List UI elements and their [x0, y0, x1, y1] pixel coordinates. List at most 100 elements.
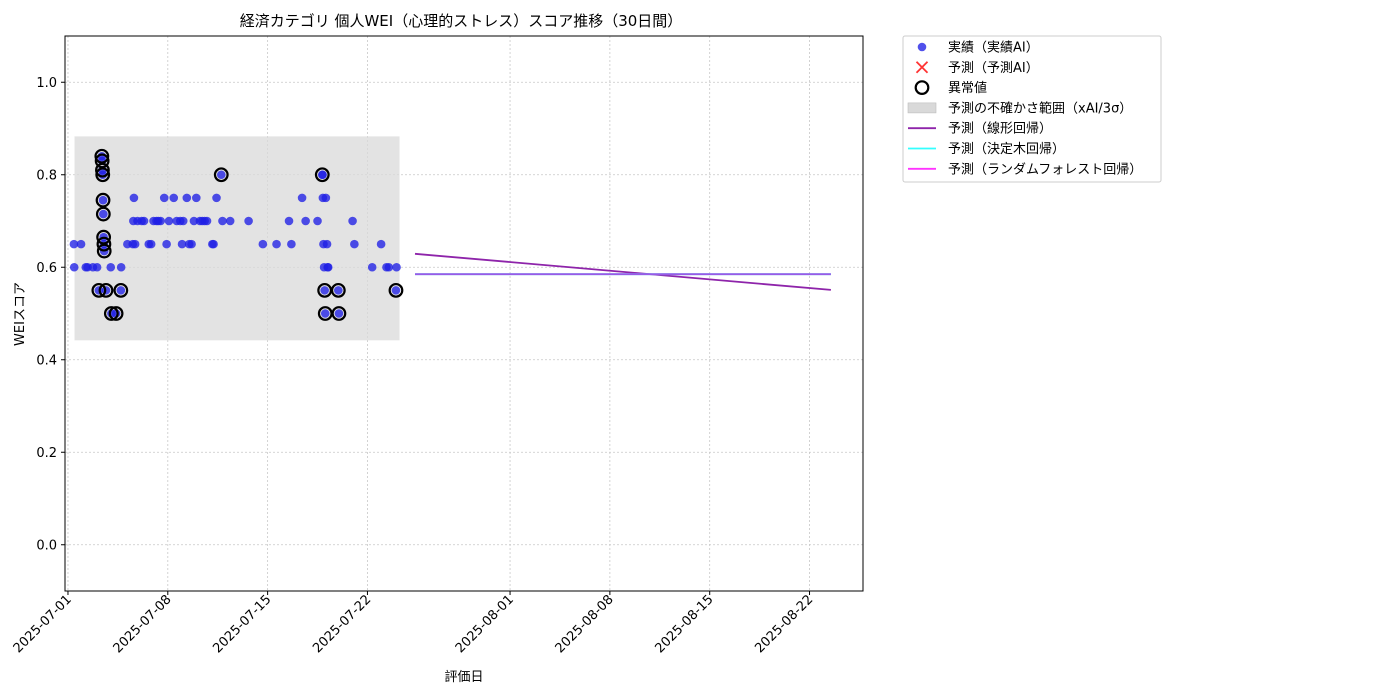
legend-label: 予測（予測AI） [948, 61, 1039, 76]
outlier-marker [330, 282, 346, 298]
actual-data-point [187, 239, 196, 249]
uncertainty-band [74, 136, 400, 341]
legend-actual-swatch [917, 42, 927, 52]
legend-outlier-swatch [914, 80, 930, 95]
legend-item-forest: 予測（ランダムフォレスト回帰） [908, 161, 1142, 177]
x-axis-label: 評価日 [444, 670, 483, 685]
actual-data-point [192, 193, 201, 203]
actual-points-layer [69, 151, 401, 318]
outlier-marker [113, 282, 129, 298]
actual-data-point [272, 239, 281, 249]
actual-data-point [322, 239, 332, 249]
actual-data-point [162, 239, 171, 249]
y-axis-label: WEIスコア [13, 282, 28, 346]
actual-data-point [76, 239, 86, 249]
legend-item-outlier: 異常値 [914, 80, 987, 96]
outlier-marker [95, 167, 111, 183]
linear-regression-line [414, 252, 831, 291]
outlier-marker [95, 162, 110, 178]
outlier-marker [108, 306, 124, 321]
outlier-marker [96, 229, 112, 245]
outlier-marker [213, 167, 229, 183]
legend-item-predicted: 予測（予測AI） [915, 61, 1039, 76]
legend-item-actual: 実績（実績AI） [917, 40, 1039, 56]
legend-label: 予測の不確かさ範囲（xAI/3σ） [948, 100, 1132, 116]
legend-box [902, 35, 1162, 183]
outlier-marker [314, 167, 330, 183]
outlier-marker [103, 306, 119, 321]
actual-data-point [320, 309, 330, 318]
actual-data-point [258, 239, 268, 249]
actual-data-point [189, 216, 199, 226]
legend-band-swatch [907, 102, 937, 114]
actual-data-point [225, 216, 235, 226]
y-tick-label: 0.2 [36, 446, 57, 461]
actual-data-point [376, 239, 386, 249]
legend-item-band: 予測の不確かさ範囲（xAI/3σ） [907, 100, 1132, 116]
outlier-marker [94, 148, 110, 164]
actual-data-point [69, 262, 79, 272]
y-tick-label: 0.6 [36, 261, 57, 276]
legend-label: 予測（決定木回帰） [948, 141, 1065, 157]
x-tick-label: 2025-07-22 [310, 592, 374, 656]
actual-data-point [92, 262, 102, 272]
actual-data-point [334, 309, 344, 318]
legend-label: 実績（実績AI） [948, 40, 1039, 56]
outlier-markers-layer [91, 148, 404, 321]
legend-label: 異常値 [948, 80, 987, 96]
x-tick-label: 2025-08-15 [652, 592, 716, 656]
actual-data-point [182, 193, 192, 203]
actual-data-point [116, 262, 126, 272]
actual-data-point [139, 216, 149, 226]
y-tick-label: 1.0 [36, 76, 57, 91]
outlier-marker [98, 282, 114, 298]
actual-data-point [202, 216, 212, 226]
actual-data-point [99, 209, 108, 219]
actual-data-point [323, 262, 333, 272]
legend-label: 予測（ランダムフォレスト回帰） [948, 161, 1142, 177]
actual-data-point [320, 286, 329, 295]
actual-data-point [284, 216, 294, 226]
actual-data-point [178, 216, 188, 226]
actual-data-point [159, 193, 169, 203]
actual-data-point [116, 286, 126, 295]
actual-data-point [392, 262, 401, 272]
actual-data-point [130, 239, 140, 249]
legend-item-linear: 予測（線形回帰） [908, 121, 1052, 137]
outlier-marker [94, 153, 110, 169]
actual-data-point [348, 216, 357, 226]
actual-data-point [212, 193, 221, 203]
actual-data-point [129, 193, 139, 203]
actual-data-point [146, 239, 156, 249]
x-tick-label: 2025-07-01 [11, 592, 75, 656]
prediction-lines-layer [414, 252, 831, 291]
x-tick-label: 2025-08-08 [553, 592, 617, 656]
actual-data-point [156, 216, 165, 226]
uncertainty-band-layer [74, 136, 400, 341]
outlier-marker [96, 236, 112, 252]
outlier-marker [388, 282, 404, 298]
outlier-marker [91, 282, 107, 298]
outlier-marker [95, 192, 111, 208]
legend-item-tree: 予測（決定木回帰） [908, 141, 1065, 157]
actual-data-point [216, 170, 226, 180]
actual-data-point [169, 193, 179, 203]
legend-label: 予測（線形回帰） [948, 121, 1052, 137]
actual-data-point [321, 193, 331, 203]
x-tick-label: 2025-07-15 [210, 592, 274, 656]
actual-data-point [69, 239, 79, 249]
actual-data-point [287, 239, 296, 249]
plot-area-frame [64, 35, 864, 592]
actual-data-point [244, 216, 253, 226]
actual-data-point [177, 239, 187, 249]
actual-data-point [106, 262, 116, 272]
actual-data-point [313, 216, 322, 226]
y-tick-label: 0.8 [36, 168, 57, 183]
x-tick-label: 2025-07-08 [111, 592, 175, 656]
legend-predicted-swatch [915, 61, 929, 74]
x-tick-label: 2025-08-01 [453, 592, 517, 656]
actual-data-point [334, 286, 343, 295]
actual-data-point [98, 195, 108, 205]
x-tick-label: 2025-08-22 [752, 592, 816, 656]
